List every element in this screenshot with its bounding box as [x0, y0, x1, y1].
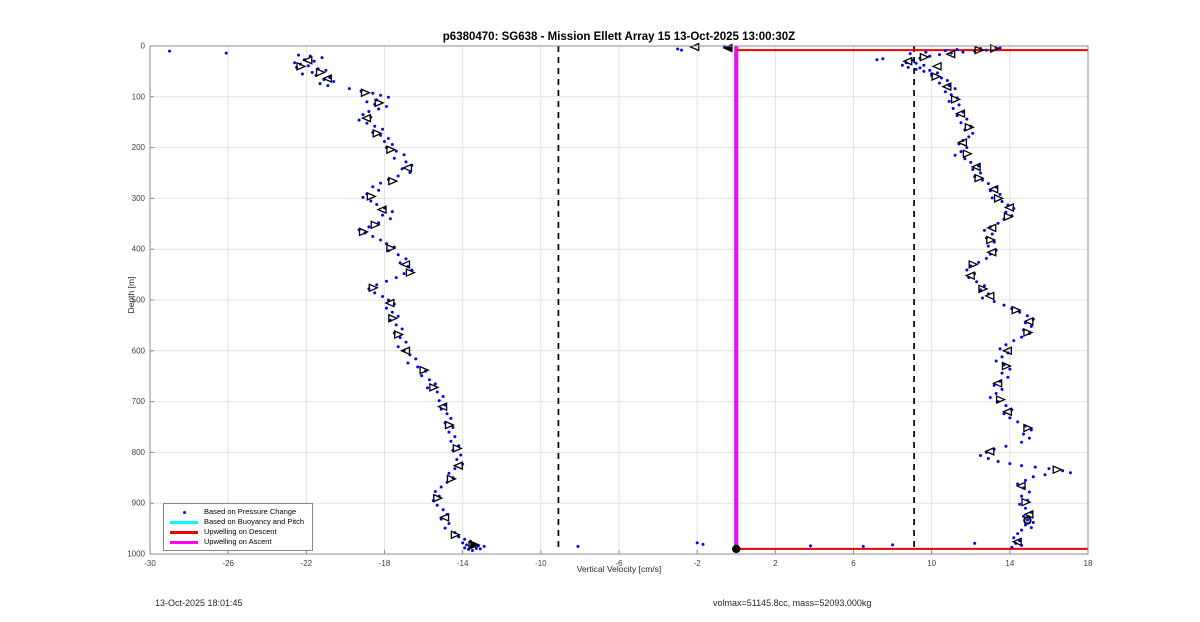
- legend-label: Based on Pressure Change: [204, 507, 297, 516]
- svg-text:10: 10: [927, 559, 936, 568]
- legend-line-marker: [170, 540, 198, 544]
- legend-label: Upwelling on Descent: [204, 527, 277, 536]
- svg-text:-14: -14: [457, 559, 469, 568]
- chart-title: p6380470: SG638 - Mission Ellett Array 1…: [442, 31, 796, 43]
- legend-item: Based on Buoyancy and Pitch: [170, 518, 304, 526]
- svg-text:700: 700: [132, 397, 146, 406]
- timestamp-annotation: 13-Oct-2025 18:01:45: [155, 598, 243, 608]
- svg-text:-22: -22: [301, 559, 313, 568]
- svg-text:600: 600: [132, 346, 146, 355]
- svg-text:14: 14: [1005, 559, 1014, 568]
- svg-text:18: 18: [1084, 559, 1093, 568]
- svg-text:100: 100: [132, 92, 146, 101]
- svg-text:900: 900: [132, 499, 146, 508]
- svg-text:-30: -30: [144, 559, 156, 568]
- volmax-mass-annotation: volmax=51145.8cc, mass=52093.000kg: [713, 598, 872, 608]
- svg-text:0: 0: [141, 42, 146, 51]
- legend-dot-marker: [170, 510, 198, 514]
- svg-text:800: 800: [132, 448, 146, 457]
- legend-line-marker: [170, 530, 198, 534]
- svg-text:500: 500: [132, 296, 146, 305]
- svg-text:1000: 1000: [127, 550, 145, 559]
- svg-text:-10: -10: [535, 559, 547, 568]
- legend-item: Upwelling on Descent: [170, 528, 304, 536]
- legend: Based on Pressure Change Based on Buoyanc…: [163, 503, 314, 551]
- legend-label: Based on Buoyancy and Pitch: [204, 517, 305, 526]
- svg-text:400: 400: [132, 245, 146, 254]
- legend-line-marker: [170, 520, 198, 524]
- svg-text:-6: -6: [615, 559, 623, 568]
- svg-text:200: 200: [132, 143, 146, 152]
- legend-item: Based on Pressure Change: [170, 508, 304, 516]
- svg-text:-26: -26: [222, 559, 234, 568]
- svg-text:-18: -18: [379, 559, 391, 568]
- legend-label: Upwelling on Ascent: [204, 537, 272, 546]
- x-axis-label: Vertical Velocity [cm/s]: [576, 564, 662, 574]
- svg-text:300: 300: [132, 194, 146, 203]
- svg-text:-2: -2: [694, 559, 702, 568]
- svg-text:6: 6: [851, 559, 856, 568]
- svg-text:2: 2: [773, 559, 778, 568]
- legend-item: Upwelling on Ascent: [170, 538, 304, 546]
